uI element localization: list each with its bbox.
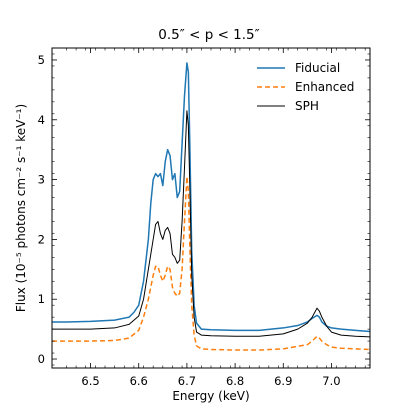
legend: Fiducial Enhanced SPH (257, 61, 354, 113)
x-axis-label: Energy (keV) (172, 389, 249, 403)
legend-label-enhanced: Enhanced (295, 80, 354, 94)
legend-label-sph: SPH (295, 99, 319, 113)
x-tick-label: 6.8 (226, 374, 244, 388)
x-tick-label: 7.0 (322, 374, 340, 388)
series-line-fiducial (52, 62, 371, 333)
y-tick-label: 5 (38, 53, 45, 67)
plot-frame (51, 47, 371, 369)
x-tick-label: 6.7 (178, 374, 196, 388)
chart-title: 0.5″ < p < 1.5″ (158, 27, 259, 43)
ticks-layer: 6.5 6.6 6.7 6.8 6.9 7.0 0 1 2 3 4 5 (38, 48, 370, 388)
legend-label-fiducial: Fiducial (295, 61, 340, 75)
y-tick-label: 4 (38, 113, 45, 127)
series-line-enhanced (52, 175, 371, 351)
y-tick-label: 0 (38, 352, 45, 366)
y-tick-label: 2 (38, 232, 45, 246)
x-tick-label: 6.6 (130, 374, 148, 388)
x-tick-label: 6.9 (274, 374, 292, 388)
y-tick-label: 3 (38, 173, 45, 187)
x-tick-label: 6.5 (81, 374, 99, 388)
y-axis-label: Flux (10⁻⁵ photons cm⁻² s⁻¹ keV⁻¹) (14, 104, 28, 312)
y-tick-label: 1 (38, 292, 45, 306)
series-layer (52, 62, 371, 351)
series-line-sph (52, 110, 371, 338)
plot-area: 6.5 6.6 6.7 6.8 6.9 7.0 0 1 2 3 4 5 (38, 47, 371, 388)
